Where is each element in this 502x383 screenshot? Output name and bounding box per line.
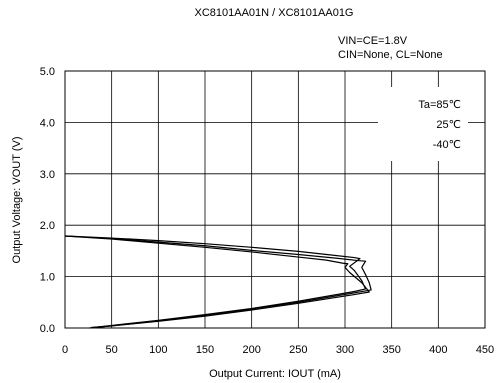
x-tick-label: 200 xyxy=(242,344,260,356)
legend-box: Ta=85℃ 25℃ -40℃ xyxy=(378,87,468,161)
plot-frame xyxy=(64,70,486,329)
y-tick-label: 5.0 xyxy=(40,66,55,78)
series-layer xyxy=(64,235,372,329)
grid xyxy=(65,71,485,328)
x-tick-labels: 0 50 100 150 200 250 300 350 400 450 xyxy=(62,344,494,356)
y-tick-label: 2.0 xyxy=(40,220,55,232)
series-line-1 xyxy=(64,235,372,329)
x-tick-label: 400 xyxy=(429,344,447,356)
condition-line-2: CIN=None, CL=None xyxy=(338,49,443,61)
x-tick-label: 350 xyxy=(382,344,400,356)
condition-line-1: VIN=CE=1.8V xyxy=(338,35,408,47)
x-tick-label: 100 xyxy=(149,344,167,356)
legend-entry-85c: Ta=85℃ xyxy=(418,99,461,111)
x-tick-label: 450 xyxy=(476,344,494,356)
legend-entry-minus40c: -40℃ xyxy=(433,139,461,151)
y-axis-label: Output Voltage: VOUT (V) xyxy=(11,137,23,264)
x-tick-label: 0 xyxy=(62,344,68,356)
legend-background xyxy=(378,87,468,161)
y-tick-label: 0.0 xyxy=(40,323,55,335)
y-tick-label: 4.0 xyxy=(40,117,55,129)
legend-entry-25c: 25℃ xyxy=(436,119,461,131)
y-tick-label: 1.0 xyxy=(40,272,55,284)
y-tick-label: 3.0 xyxy=(40,169,55,181)
x-tick-label: 50 xyxy=(106,344,118,356)
x-tick-label: 250 xyxy=(289,344,307,356)
x-tick-label: 150 xyxy=(196,344,214,356)
series-line-2 xyxy=(64,235,370,329)
y-tick-labels: 0.0 1.0 2.0 3.0 4.0 5.0 xyxy=(40,66,55,335)
x-axis-label: Output Current: IOUT (mA) xyxy=(209,368,341,380)
x-tick-label: 300 xyxy=(336,344,354,356)
chart-title: XC8101AA01N / XC8101AA01G xyxy=(195,7,354,19)
